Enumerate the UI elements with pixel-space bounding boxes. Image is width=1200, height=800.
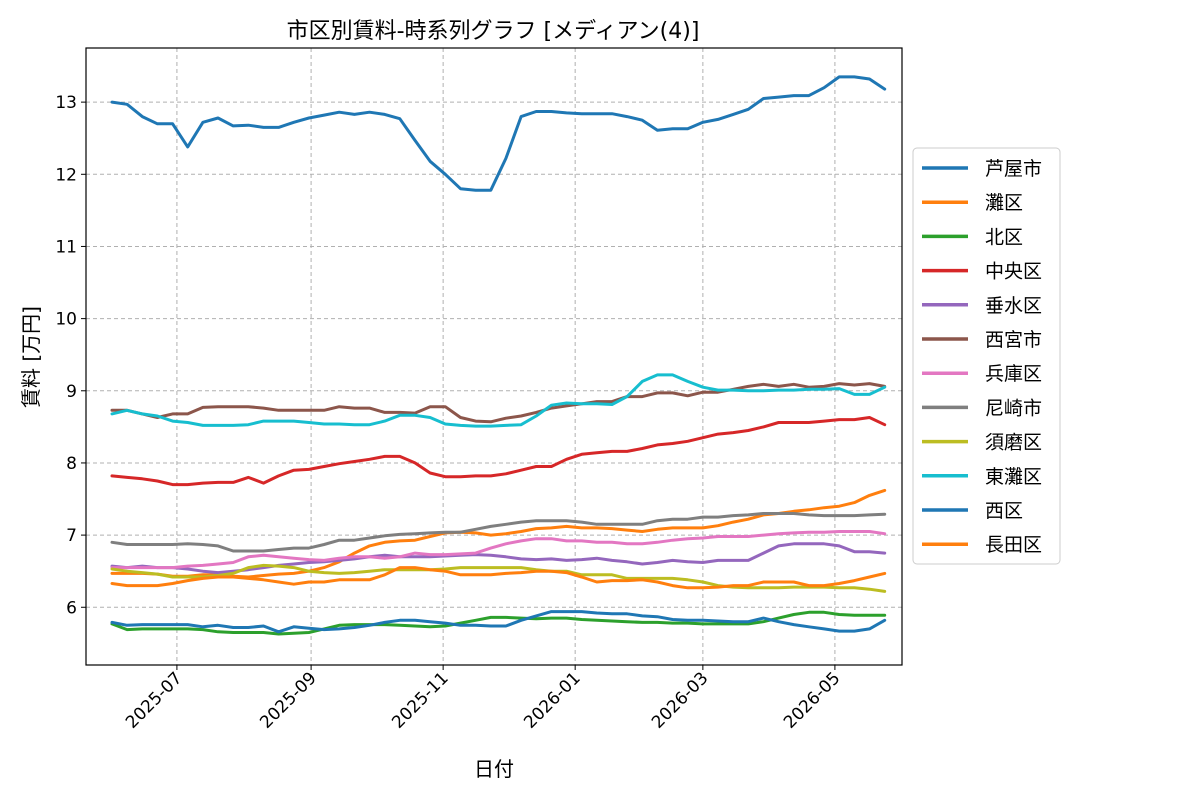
legend-label: 東灘区 [985,466,1042,488]
series-line-7 [110,530,887,570]
x-tick-label: 2026-03 [648,668,712,732]
series-line-12 [110,566,887,590]
legend-label: 中央区 [985,261,1042,283]
x-tick-label: 2025-09 [256,668,320,732]
legend-label: 北区 [985,226,1023,248]
series-lines [110,75,887,636]
x-tick-label: 2025-07 [122,668,186,732]
series-line-11 [110,610,887,634]
plot-frame [85,47,903,666]
y-tick-label: 10 [55,310,77,330]
x-tick-label: 2026-05 [780,668,844,732]
legend-label: 長田区 [985,534,1042,556]
y-tick-label: 12 [55,165,77,185]
y-tick-label: 8 [66,454,77,474]
series-line-3 [110,610,887,636]
legend-label: 西区 [985,500,1023,522]
chart-title: 市区別賃料-時系列グラフ [メディアン(4)] [287,19,700,44]
y-axis-label: 賃料 [万円] [19,306,43,408]
y-tick-label: 9 [66,382,77,402]
legend-label: 垂水区 [985,295,1042,317]
x-tick-label: 2026-01 [520,668,584,732]
series-line-10 [110,373,887,428]
legend-label: 西宮市 [985,329,1042,351]
legend-label: 須磨区 [985,432,1042,454]
legend-label: 芦屋市 [985,158,1042,180]
legend-label: 尼崎市 [985,397,1042,419]
series-line-4 [110,416,887,487]
y-tick-label: 13 [55,93,77,113]
y-tick-label: 7 [66,526,77,546]
series-line-9 [110,563,887,593]
x-tick-label: 2025-11 [388,668,452,732]
series-line-1 [110,75,887,192]
x-axis-label: 日付 [474,757,514,781]
series-line-6 [110,382,887,424]
legend-box [912,147,1061,565]
series-line-8 [110,512,887,553]
legend-label: 兵庫区 [985,363,1042,385]
y-tick-label: 6 [66,598,77,618]
y-tick-label: 11 [55,237,77,257]
legend-label: 灘区 [985,192,1023,214]
